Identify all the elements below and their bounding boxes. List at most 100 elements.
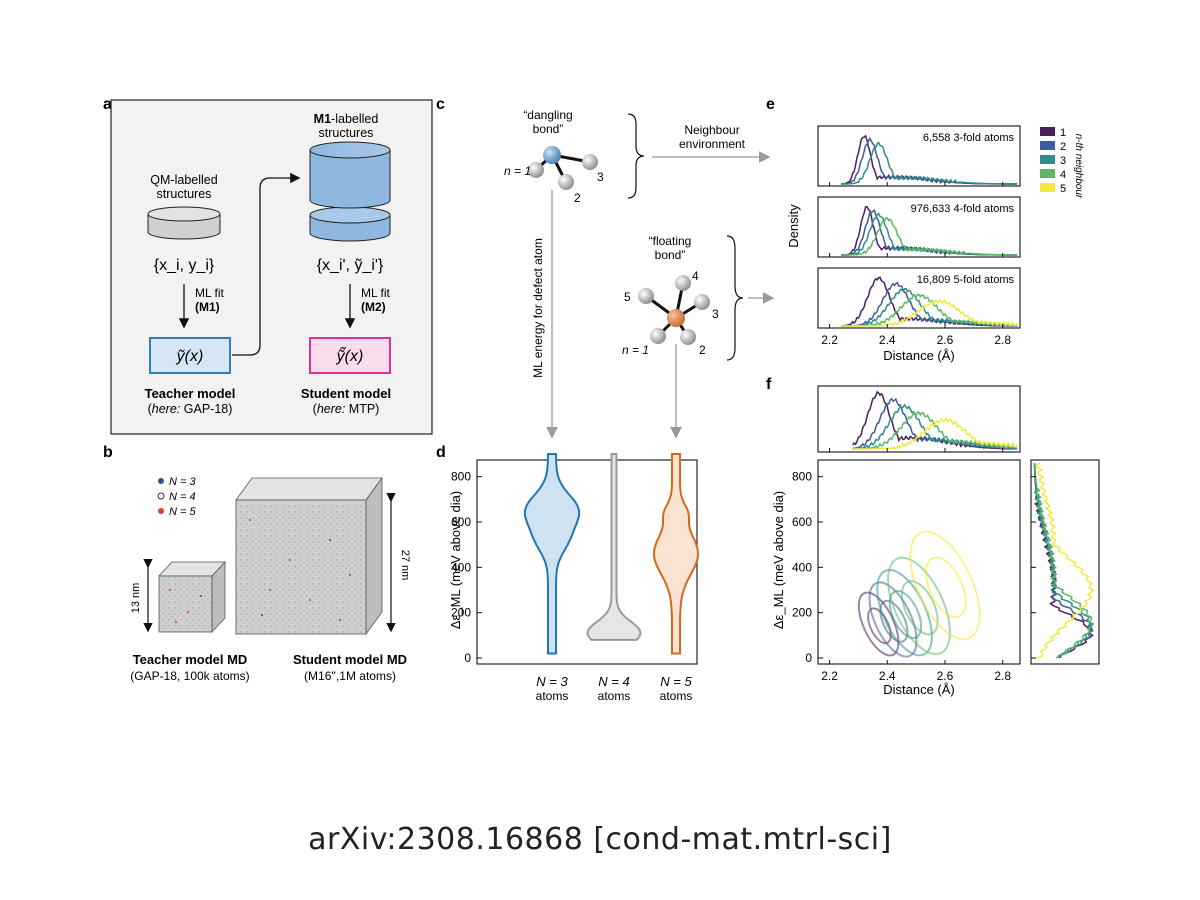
large-cube-size: 27 nm [399, 550, 411, 581]
violin-4 [586, 453, 642, 641]
contour-ytick-label: 800 [792, 470, 812, 484]
density-xtick-label: 2.2 [821, 333, 838, 347]
large-md-cube [235, 476, 383, 636]
floating-n1: n = 1 [622, 343, 649, 357]
legend-swatch-n2 [1040, 141, 1055, 150]
density-subplot-frame [817, 125, 1021, 187]
density-subplot-frame [817, 196, 1021, 258]
teacher-model-title: Teacher model [145, 386, 236, 401]
dangling-n1: n = 1 [504, 164, 531, 178]
contour-ytick-label: 600 [792, 515, 812, 529]
legend-label-n5: N = 5 [169, 506, 196, 518]
density-ylabel: Density [786, 204, 801, 248]
contour-xtick-label: 2.8 [994, 669, 1011, 683]
floating-n2: 2 [699, 343, 706, 357]
contour-ylabel: Δε_ML (meV above dia) [771, 491, 786, 629]
teacher-model-box [149, 337, 231, 374]
right-marginal-n3 [1033, 463, 1095, 659]
density-subplot-title: 976,633 4-fold atoms [911, 203, 1015, 215]
violin-ytick-label: 200 [451, 606, 471, 620]
right-marginal-frame [1030, 459, 1100, 665]
violin-ytick-label: 400 [451, 560, 471, 574]
violin-ytick-label: 0 [464, 651, 471, 665]
violin-ytick-label: 600 [451, 515, 471, 529]
panel-a-label: a [103, 96, 112, 113]
legend-swatch-n3 [1040, 155, 1055, 164]
m1-label-line2: structures [319, 126, 374, 140]
right-marginal-n2 [1033, 463, 1094, 659]
violin-5 [652, 453, 700, 655]
student-md-title: Student model MD [293, 652, 407, 667]
panel-f-label: f [766, 376, 772, 393]
floating-n3: 3 [712, 307, 719, 321]
ml-energy-label: ML energy for defect atom [531, 238, 545, 378]
qm-database-icon [147, 206, 221, 240]
contour-outer-n4 [887, 556, 951, 656]
contour-xlabel: Distance (Å) [883, 682, 955, 697]
legend-label-n2: 2 [1060, 141, 1066, 153]
teacher-md-title: Teacher model MD [133, 652, 248, 667]
floating-bond-line1: “floating [649, 234, 692, 248]
top-marginal-n2 [852, 397, 1018, 450]
violin-ylabel: Δε_ML (meV above dia) [448, 491, 463, 629]
legend-swatch-n1 [1040, 127, 1055, 136]
density-curve-n3 [841, 288, 1018, 327]
floating-bond-line2: bond” [655, 248, 686, 262]
density-subplot-frame [817, 267, 1021, 329]
dangling-bond-line1: “dangling [523, 108, 572, 122]
contour-inner-n2 [879, 599, 909, 643]
density-curve-n4 [841, 217, 1018, 256]
dangling-bond-line2: bond” [533, 122, 564, 136]
qm-label-line2: structures [157, 187, 212, 201]
panel-c-label: c [436, 96, 445, 113]
density-chart: 6,558 3-fold atoms 976,633 4-fold atoms 16… [817, 125, 1021, 347]
m1-label-line1: M1-labelled [314, 112, 379, 126]
violin-ytick-label: 800 [451, 470, 471, 484]
floating-n5: 5 [624, 290, 631, 304]
dangling-brace [627, 113, 645, 199]
legend-swatch-n4 [1040, 169, 1055, 178]
m1-database-icon [309, 141, 391, 242]
legend-label-n4: 4 [1060, 169, 1066, 181]
neighbour-env-line1: Neighbour [684, 123, 739, 137]
dangling-n3: 3 [597, 170, 604, 184]
contour-ytick-label: 400 [792, 560, 812, 574]
panel-d-label: d [436, 444, 446, 461]
density-curve-n5 [841, 299, 1018, 327]
teacher-model-subtitle: (here: GAP-18) [148, 402, 233, 416]
neighbour-legend: 1 2 3 4 5 [1040, 127, 1066, 195]
legend-swatch-n5 [1040, 183, 1055, 192]
violin-category-sub: atoms [598, 689, 631, 703]
density-subplot-title: 6,558 3-fold atoms [923, 132, 1015, 144]
contour-xtick-label: 2.4 [879, 669, 896, 683]
top-marginal-n5 [852, 417, 1018, 451]
panel-e-label: e [766, 96, 775, 113]
teacher-model-function: ỹ(x) [176, 348, 204, 365]
density-curve-n4 [841, 293, 1018, 327]
violin-category-label: N = 3 [536, 674, 568, 689]
contour-xtick-label: 2.2 [821, 669, 838, 683]
small-md-cube [158, 560, 226, 634]
contour-ytick-label: 0 [805, 651, 812, 665]
violin-category-sub: atoms [660, 689, 693, 703]
right-marginal-n5 [1035, 462, 1095, 659]
panel-b-legend: N = 3 N = 4 N = 5 [157, 476, 196, 518]
teacher-to-m1-arrow [232, 172, 301, 356]
violin-category-label: N = 4 [598, 674, 629, 689]
arxiv-footer: arXiv:2308.16868 [cond-mat.mtrl-sci] [308, 822, 892, 857]
fit2-label-line1: ML fit [361, 286, 391, 300]
qm-data-label: {x_i, y_i} [154, 257, 215, 274]
legend-dot-n3 [158, 478, 164, 484]
legend-label-n1: 1 [1060, 127, 1066, 139]
floating-bond-molecule [638, 275, 710, 345]
contour-frame [817, 459, 1021, 665]
density-xtick-label: 2.6 [937, 333, 954, 347]
fit1-label-line2: (M1) [195, 300, 220, 314]
legend-label-n3: N = 3 [169, 476, 196, 488]
violin-category-label: N = 5 [660, 674, 692, 689]
legend-dot-n4 [157, 492, 165, 500]
violin-3 [523, 453, 581, 655]
student-model-title: Student model [301, 386, 391, 401]
